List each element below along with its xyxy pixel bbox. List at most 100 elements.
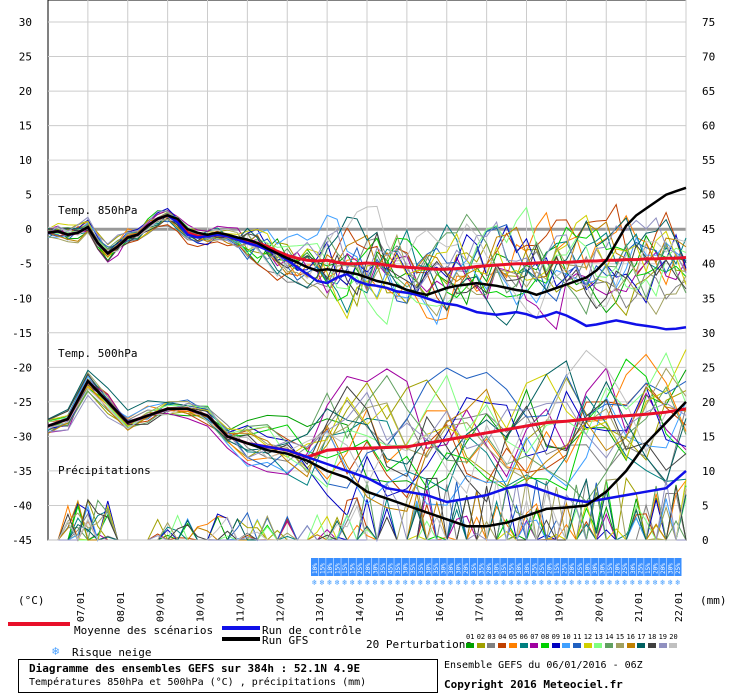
snow-risk-pct: 15%: [607, 563, 614, 574]
perturbation-number: 02: [476, 633, 486, 641]
ensemble-line-500: [47, 367, 687, 480]
snow-risk-pct: 25%: [622, 563, 629, 574]
snow-risk-pct: 10%: [327, 563, 334, 574]
legend-gfs-swatch: [222, 637, 260, 641]
ytick-left: 10: [19, 154, 32, 167]
ytick-left: -20: [12, 361, 32, 374]
snow-risk-cell: [636, 558, 644, 576]
snow-risk-cell: [507, 558, 515, 576]
snow-risk-pct: 15%: [342, 563, 349, 574]
perturbation-swatch: [626, 643, 635, 648]
perturbation-number: 05: [508, 633, 518, 641]
ytick-right: 20: [702, 396, 715, 409]
snowflake-icon: ❄: [630, 578, 635, 587]
snowflake-icon: ❄: [410, 578, 415, 587]
snow-risk-pct: 30%: [592, 563, 599, 574]
ytick-right: 60: [702, 120, 715, 133]
snow-risk-pct: 20%: [653, 563, 660, 574]
snow-risk-pct: 15%: [554, 563, 561, 574]
perturbation-number: 12: [583, 633, 593, 641]
ytick-left: -10: [12, 292, 32, 305]
footer-title: Diagramme des ensembles GEFS sur 384h : …: [29, 662, 361, 675]
snow-risk-pct: 20%: [365, 563, 372, 574]
ensemble-line-850: [47, 219, 687, 314]
snow-risk-cell: [538, 558, 546, 576]
snow-risk-pct: 20%: [569, 563, 576, 574]
snowflake-icon: ❄: [638, 578, 643, 587]
snow-risk-pct: 25%: [357, 563, 364, 574]
perturbation-swatch: [519, 643, 528, 648]
snow-risk-pct: 25%: [531, 563, 538, 574]
snow-risk-cell: [394, 558, 402, 576]
snow-risk-cell: [530, 558, 538, 576]
snow-risk-cell: [447, 558, 455, 576]
snow-risk-cell: [553, 558, 561, 576]
snow-risk-cell: [364, 558, 372, 576]
ytick-left: 25: [19, 51, 32, 64]
snowflake-icon: ❄: [577, 578, 582, 587]
perturbation-swatch: [573, 643, 581, 648]
xtick-label: 11/01: [235, 592, 246, 622]
ytick-right: 25: [702, 361, 715, 374]
snow-risk-pct: 45%: [388, 563, 395, 574]
snow-risk-pct: 30%: [584, 563, 591, 574]
ytick-right: 45: [702, 223, 715, 236]
snow-risk-pct: 30%: [456, 563, 463, 574]
snow-risk-pct: 25%: [562, 563, 569, 574]
footer-copyright: Copyright 2016 Meteociel.fr: [444, 678, 623, 691]
perturbation-number: 14: [605, 633, 614, 641]
snow-risk-cell: [606, 558, 614, 576]
snow-risk-cell: [311, 558, 319, 576]
ytick-left: 20: [19, 85, 32, 98]
snow-risk-pct: 35%: [509, 563, 516, 574]
snow-risk-cell: [545, 558, 553, 576]
xtick-label: 10/01: [196, 592, 207, 622]
snow-risk-cell: [386, 558, 394, 576]
snow-risk-cell: [651, 558, 659, 576]
snow-risk-cell: [568, 558, 576, 576]
snow-risk-cell: [560, 558, 568, 576]
snow-risk-pct: 20%: [615, 563, 622, 574]
snow-risk-pct: 10%: [312, 563, 319, 574]
ensemble-line-850: [47, 203, 687, 312]
snowflake-icon: ❄: [426, 578, 431, 587]
snow-risk-cell: [492, 558, 500, 576]
snow-risk-pct: 25%: [675, 563, 682, 574]
snow-risk-cell: [371, 558, 379, 576]
ensemble-line-precip: [48, 479, 687, 541]
xtick-label: 20/01: [594, 592, 605, 622]
snow-risk-cell: [417, 558, 425, 576]
snowflake-icon: ❄: [312, 578, 317, 587]
ytick-left: -15: [12, 327, 32, 340]
ensemble-line-850: [47, 209, 687, 331]
snowflake-icon: ❄: [592, 578, 597, 587]
perturbation-swatch: [669, 643, 678, 648]
snowflake-icon: ❄: [350, 578, 355, 587]
ytick-left: -35: [12, 465, 32, 478]
label-t500: Temp. 500hPa: [58, 347, 137, 360]
perturbation-swatch: [498, 643, 507, 648]
legend-control-swatch: [222, 626, 260, 630]
snow-risk-pct: 30%: [403, 563, 410, 574]
perturbation-swatch: [476, 643, 485, 648]
snow-risk-cell: [470, 558, 478, 576]
snow-risk-cell: [515, 558, 523, 576]
snowflake-icon: ❄: [653, 578, 658, 587]
xtick-label: 07/01: [76, 592, 87, 622]
perturbation-swatch: [594, 643, 603, 648]
snowflake-icon: ❄: [585, 578, 590, 587]
snow-risk-cell: [409, 558, 417, 576]
perturbation-swatch: [466, 643, 474, 648]
snow-risk-cell: [454, 558, 462, 576]
ytick-right: 70: [702, 51, 715, 64]
xtick-label: 08/01: [116, 592, 127, 622]
snow-risk-pct: 20%: [660, 563, 667, 574]
xtick-label: 12/01: [275, 592, 286, 622]
snow-risk-pct: 30%: [494, 563, 501, 574]
snow-risk-cell: [401, 558, 409, 576]
perturbation-number: 13: [594, 633, 603, 641]
perturbation-number: 03: [487, 633, 496, 641]
perturbation-number: 11: [573, 633, 582, 641]
snowflake-icon: ❄: [524, 578, 529, 587]
snow-risk-cell: [629, 558, 637, 576]
